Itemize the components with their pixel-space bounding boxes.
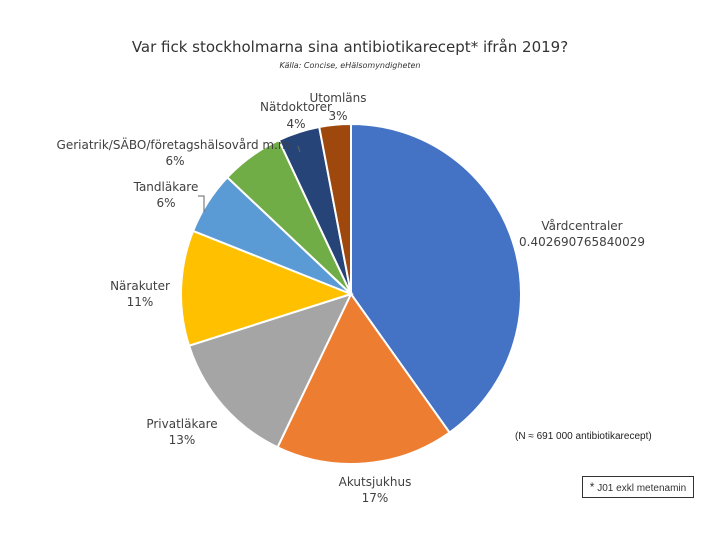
slice-label-value: 6% xyxy=(156,196,175,210)
pie-slice-privatläkare xyxy=(187,292,353,449)
leader-line-tandlakare xyxy=(198,195,205,212)
pie-slice-vårdcentraler xyxy=(350,122,522,434)
pie-slice-akutsjukhus xyxy=(276,292,451,465)
slice-label-value: 13% xyxy=(169,433,196,447)
chart-title: Var fick stockholmarna sina antibiotikar… xyxy=(131,38,569,56)
slice-label-value: 11% xyxy=(127,295,154,309)
chart-subtitle: Källa: Concise, eHälsomyndigheten xyxy=(279,61,421,70)
slice-label-value: 17% xyxy=(362,491,389,505)
slice-label-value: 3% xyxy=(328,109,347,123)
slice-label-name: Nätdoktorer xyxy=(260,100,332,114)
slice-label-name: Geriatrik/SÄBO/företagshälsovård m.m. xyxy=(57,137,294,152)
pie-slice-närakuter xyxy=(180,229,354,347)
slice-label-name: Akutsjukhus xyxy=(339,475,412,489)
slice-label-value: 6% xyxy=(165,154,184,168)
slice-label-value: 0.402690765840029 xyxy=(519,235,645,249)
slice-label-name: Vårdcentraler xyxy=(541,219,622,233)
slice-label-value: 4% xyxy=(286,117,305,131)
slice-label-name: Tandläkare xyxy=(133,180,199,194)
pie-slice-utomläns xyxy=(318,122,352,295)
slice-label-name: Närakuter xyxy=(110,279,170,293)
slice-label-name: Privatläkare xyxy=(146,417,217,431)
sample-size-note: (N ≈ 691 000 antibiotikarecept) xyxy=(515,431,652,442)
footnote-text: J01 exkl metenamin xyxy=(597,483,687,494)
footnote-box: * J01 exkl metenamin xyxy=(582,476,694,498)
leader-line-geriatrik xyxy=(297,145,301,153)
slice-label-name: Utomläns xyxy=(309,91,366,105)
footnote-star: * xyxy=(589,480,595,494)
